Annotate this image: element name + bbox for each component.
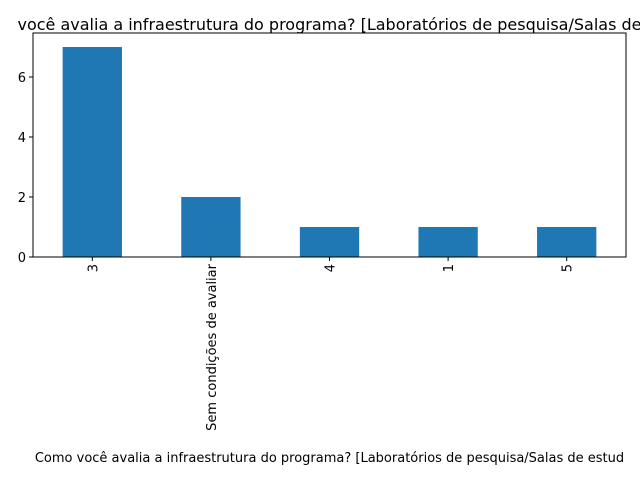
y-tick-label: 6: [18, 71, 26, 86]
bar: [299, 227, 360, 257]
chart-title: você avalia a infraestrutura do programa…: [17, 15, 640, 34]
x-tick-label: 4: [324, 264, 339, 272]
bar: [418, 227, 478, 257]
y-tick-label: 0: [18, 251, 26, 266]
x-tick-label: 1: [442, 264, 457, 272]
x-axis-label: Como você avalia a infraestrutura do pro…: [35, 451, 624, 466]
axes-frame: [32, 32, 627, 258]
y-tick-label: 2: [18, 191, 26, 206]
y-tick-label: 4: [18, 131, 26, 146]
x-tick-label: 5: [561, 264, 576, 272]
x-tick-label: Sem condições de avaliar: [205, 263, 220, 430]
x-tick-label: 3: [86, 264, 101, 272]
bar: [537, 227, 597, 257]
bar: [181, 197, 241, 257]
bar: [62, 47, 122, 257]
